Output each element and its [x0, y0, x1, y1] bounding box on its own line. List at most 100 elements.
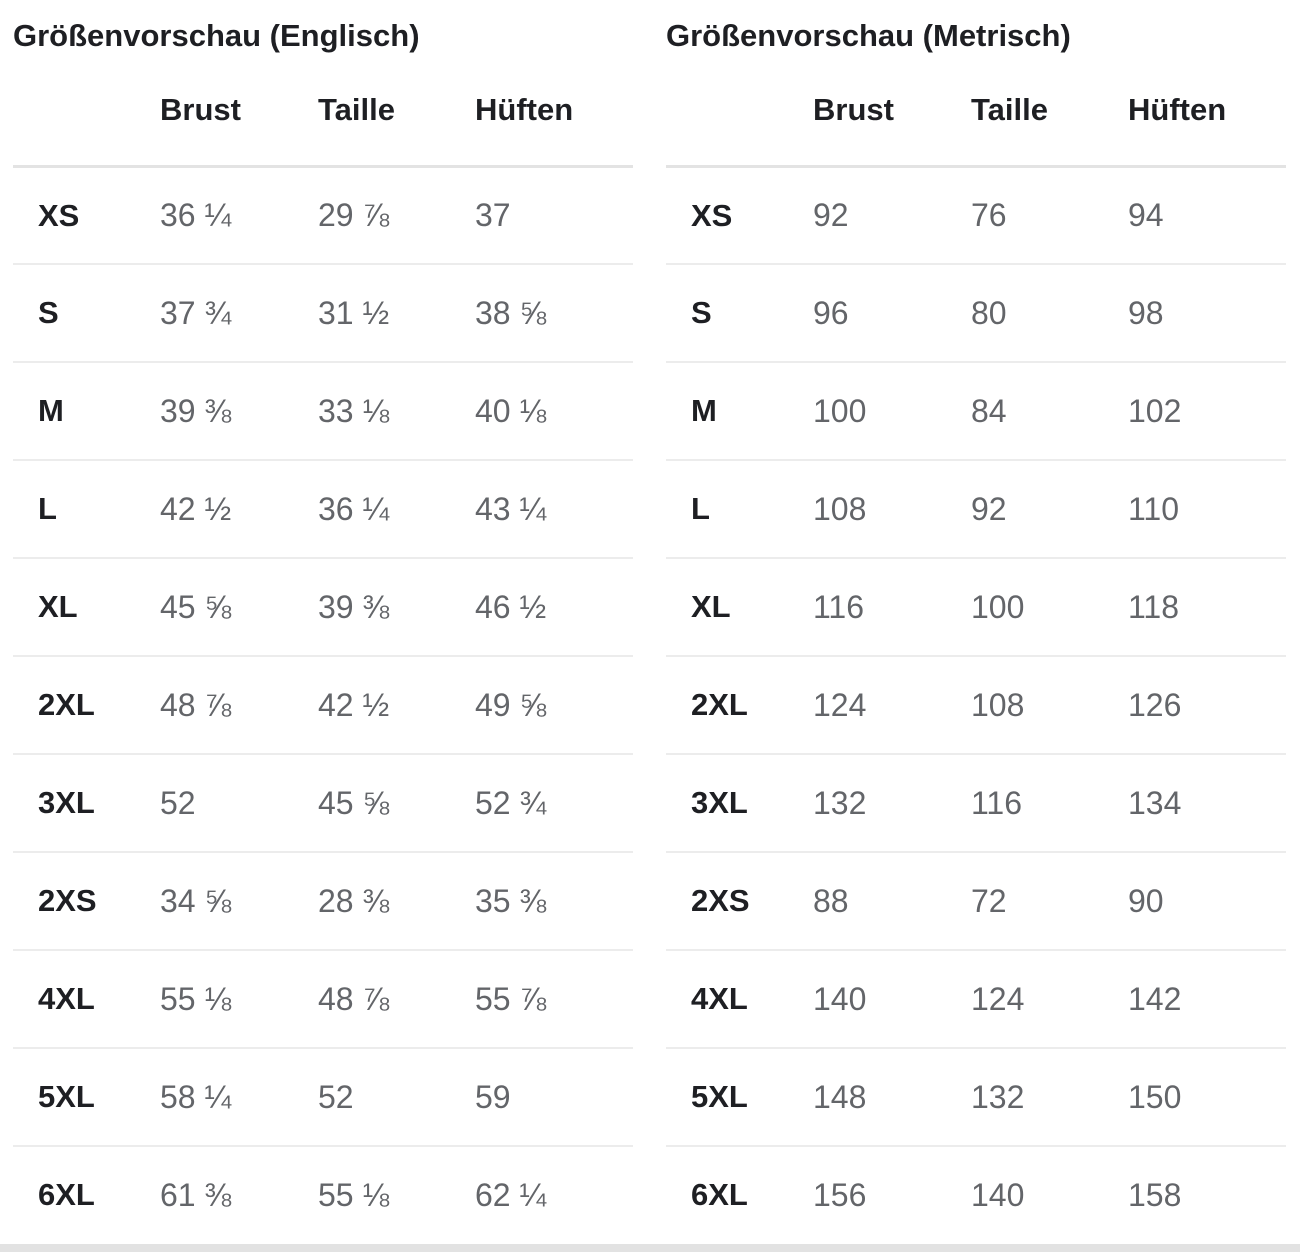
row-value: 55 ⅛ [160, 980, 232, 1017]
table-row: 2XL 48 ⅞ 42 ½ 49 ⅝ [13, 655, 633, 753]
row-size-label: XL [38, 589, 78, 624]
row-size-label: M [38, 393, 64, 428]
table-row: 4XL 140 124 142 [666, 949, 1286, 1047]
row-value: 142 [1128, 980, 1182, 1017]
row-size-label: S [691, 295, 712, 330]
row-value: 48 ⅞ [160, 686, 232, 723]
row-value: 132 [813, 784, 867, 821]
row-value: 39 ⅜ [318, 588, 390, 625]
header-spacer [13, 95, 160, 125]
row-value: 92 [971, 490, 1007, 527]
row-value: 88 [813, 882, 849, 919]
row-value: 100 [971, 588, 1025, 625]
row-size-label: 5XL [38, 1079, 95, 1114]
row-value: 31 ½ [318, 294, 390, 331]
row-value: 80 [971, 294, 1007, 331]
row-size-label: 4XL [38, 981, 95, 1016]
table-row: 2XS 34 ⅝ 28 ⅜ 35 ⅜ [13, 851, 633, 949]
row-value: 84 [971, 392, 1007, 429]
table-row: M 100 84 102 [666, 361, 1286, 459]
table-body: XS 36 ¼ 29 ⅞ 37 S 37 ¾ 31 ½ 38 ⅝ M 39 ⅜ … [13, 165, 633, 1243]
row-value: 37 ¾ [160, 294, 232, 331]
row-value: 100 [813, 392, 867, 429]
row-value: 72 [971, 882, 1007, 919]
row-value: 156 [813, 1176, 867, 1213]
row-value: 134 [1128, 784, 1182, 821]
row-value: 124 [813, 686, 867, 723]
row-size-label: XL [691, 589, 731, 624]
row-value: 148 [813, 1078, 867, 1115]
row-value: 76 [971, 197, 1007, 233]
row-value: 45 ⅝ [318, 784, 390, 821]
size-table-english: Größenvorschau (Englisch) Brust Taille H… [13, 0, 633, 1243]
row-value: 38 ⅝ [475, 294, 547, 331]
row-value: 29 ⅞ [318, 197, 390, 233]
row-value: 52 [318, 1078, 354, 1115]
table-row: 6XL 156 140 158 [666, 1145, 1286, 1243]
row-value: 55 ⅛ [318, 1176, 390, 1213]
row-value: 28 ⅜ [318, 882, 390, 919]
row-value: 61 ⅜ [160, 1176, 232, 1213]
row-value: 158 [1128, 1176, 1182, 1213]
row-value: 46 ½ [475, 588, 547, 625]
table-row: S 96 80 98 [666, 263, 1286, 361]
column-header-hueften: Hüften [475, 92, 574, 127]
table-header-row: Brust Taille Hüften [666, 92, 1286, 165]
row-size-label: 6XL [691, 1177, 748, 1212]
row-value: 116 [813, 588, 865, 625]
row-size-label: 2XS [38, 883, 97, 918]
table-row: L 108 92 110 [666, 459, 1286, 557]
row-value: 62 ¼ [475, 1176, 547, 1213]
row-value: 150 [1128, 1078, 1182, 1115]
table-header-row: Brust Taille Hüften [13, 92, 633, 165]
row-value: 108 [971, 686, 1025, 723]
row-value: 132 [971, 1078, 1025, 1115]
table-row: 2XL 124 108 126 [666, 655, 1286, 753]
header-spacer [666, 95, 813, 125]
row-value: 37 [475, 197, 511, 233]
row-size-label: 5XL [691, 1079, 748, 1114]
table-title: Größenvorschau (Metrisch) [666, 18, 1071, 53]
row-value: 124 [971, 980, 1025, 1017]
row-value: 59 [475, 1078, 511, 1115]
table-row: XL 45 ⅝ 39 ⅜ 46 ½ [13, 557, 633, 655]
row-size-label: 2XL [691, 687, 748, 722]
row-size-label: 2XL [38, 687, 95, 722]
row-size-label: 6XL [38, 1177, 95, 1212]
table-row: 4XL 55 ⅛ 48 ⅞ 55 ⅞ [13, 949, 633, 1047]
row-value: 42 ½ [160, 490, 232, 527]
table-row: XS 36 ¼ 29 ⅞ 37 [13, 165, 633, 263]
table-row: 2XS 88 72 90 [666, 851, 1286, 949]
row-value: 140 [813, 980, 867, 1017]
row-size-label: XS [38, 197, 80, 233]
row-size-label: S [38, 295, 59, 330]
row-value: 118 [1128, 588, 1180, 625]
row-value: 98 [1128, 294, 1164, 331]
row-size-label: XS [691, 197, 733, 233]
row-value: 33 ⅛ [318, 392, 390, 429]
table-row: 5XL 58 ¼ 52 59 [13, 1047, 633, 1145]
row-size-label: 2XS [691, 883, 750, 918]
table-title: Größenvorschau (Englisch) [13, 18, 420, 53]
row-size-label: 4XL [691, 981, 748, 1016]
row-value: 94 [1128, 197, 1164, 233]
table-row: XL 116 100 118 [666, 557, 1286, 655]
table-row: M 39 ⅜ 33 ⅛ 40 ⅛ [13, 361, 633, 459]
row-value: 48 ⅞ [318, 980, 390, 1017]
row-size-label: 3XL [38, 785, 95, 820]
row-value: 34 ⅝ [160, 882, 232, 919]
row-value: 43 ¼ [475, 490, 547, 527]
row-value: 110 [1128, 490, 1180, 527]
row-value: 45 ⅝ [160, 588, 232, 625]
row-value: 108 [813, 490, 867, 527]
row-value: 140 [971, 1176, 1025, 1213]
row-value: 126 [1128, 686, 1182, 723]
column-header-hueften: Hüften [1128, 92, 1227, 127]
row-value: 40 ⅛ [475, 392, 547, 429]
table-body: XS 92 76 94 S 96 80 98 M 100 84 102 L 10… [666, 165, 1286, 1243]
table-row: XS 92 76 94 [666, 165, 1286, 263]
table-row: 3XL 132 116 134 [666, 753, 1286, 851]
row-value: 55 ⅞ [475, 980, 547, 1017]
